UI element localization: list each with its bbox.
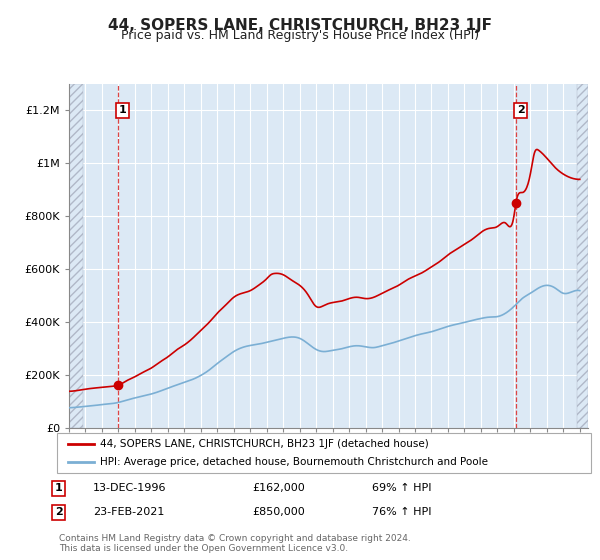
- Text: 44, SOPERS LANE, CHRISTCHURCH, BH23 1JF: 44, SOPERS LANE, CHRISTCHURCH, BH23 1JF: [108, 18, 492, 33]
- Text: 13-DEC-1996: 13-DEC-1996: [93, 483, 167, 493]
- Text: 23-FEB-2021: 23-FEB-2021: [93, 507, 164, 517]
- Text: Contains HM Land Registry data © Crown copyright and database right 2024.
This d: Contains HM Land Registry data © Crown c…: [59, 534, 410, 553]
- Text: £162,000: £162,000: [252, 483, 305, 493]
- Text: Price paid vs. HM Land Registry's House Price Index (HPI): Price paid vs. HM Land Registry's House …: [121, 29, 479, 42]
- Text: £850,000: £850,000: [252, 507, 305, 517]
- Text: 1: 1: [55, 483, 62, 493]
- Bar: [577, 84, 588, 428]
- Text: 2: 2: [517, 105, 524, 115]
- Text: 76% ↑ HPI: 76% ↑ HPI: [372, 507, 431, 517]
- Bar: [69, 84, 83, 428]
- Text: HPI: Average price, detached house, Bournemouth Christchurch and Poole: HPI: Average price, detached house, Bour…: [100, 457, 488, 467]
- Text: 69% ↑ HPI: 69% ↑ HPI: [372, 483, 431, 493]
- Text: 44, SOPERS LANE, CHRISTCHURCH, BH23 1JF (detached house): 44, SOPERS LANE, CHRISTCHURCH, BH23 1JF …: [100, 439, 428, 449]
- Text: 2: 2: [55, 507, 62, 517]
- Text: 1: 1: [119, 105, 127, 115]
